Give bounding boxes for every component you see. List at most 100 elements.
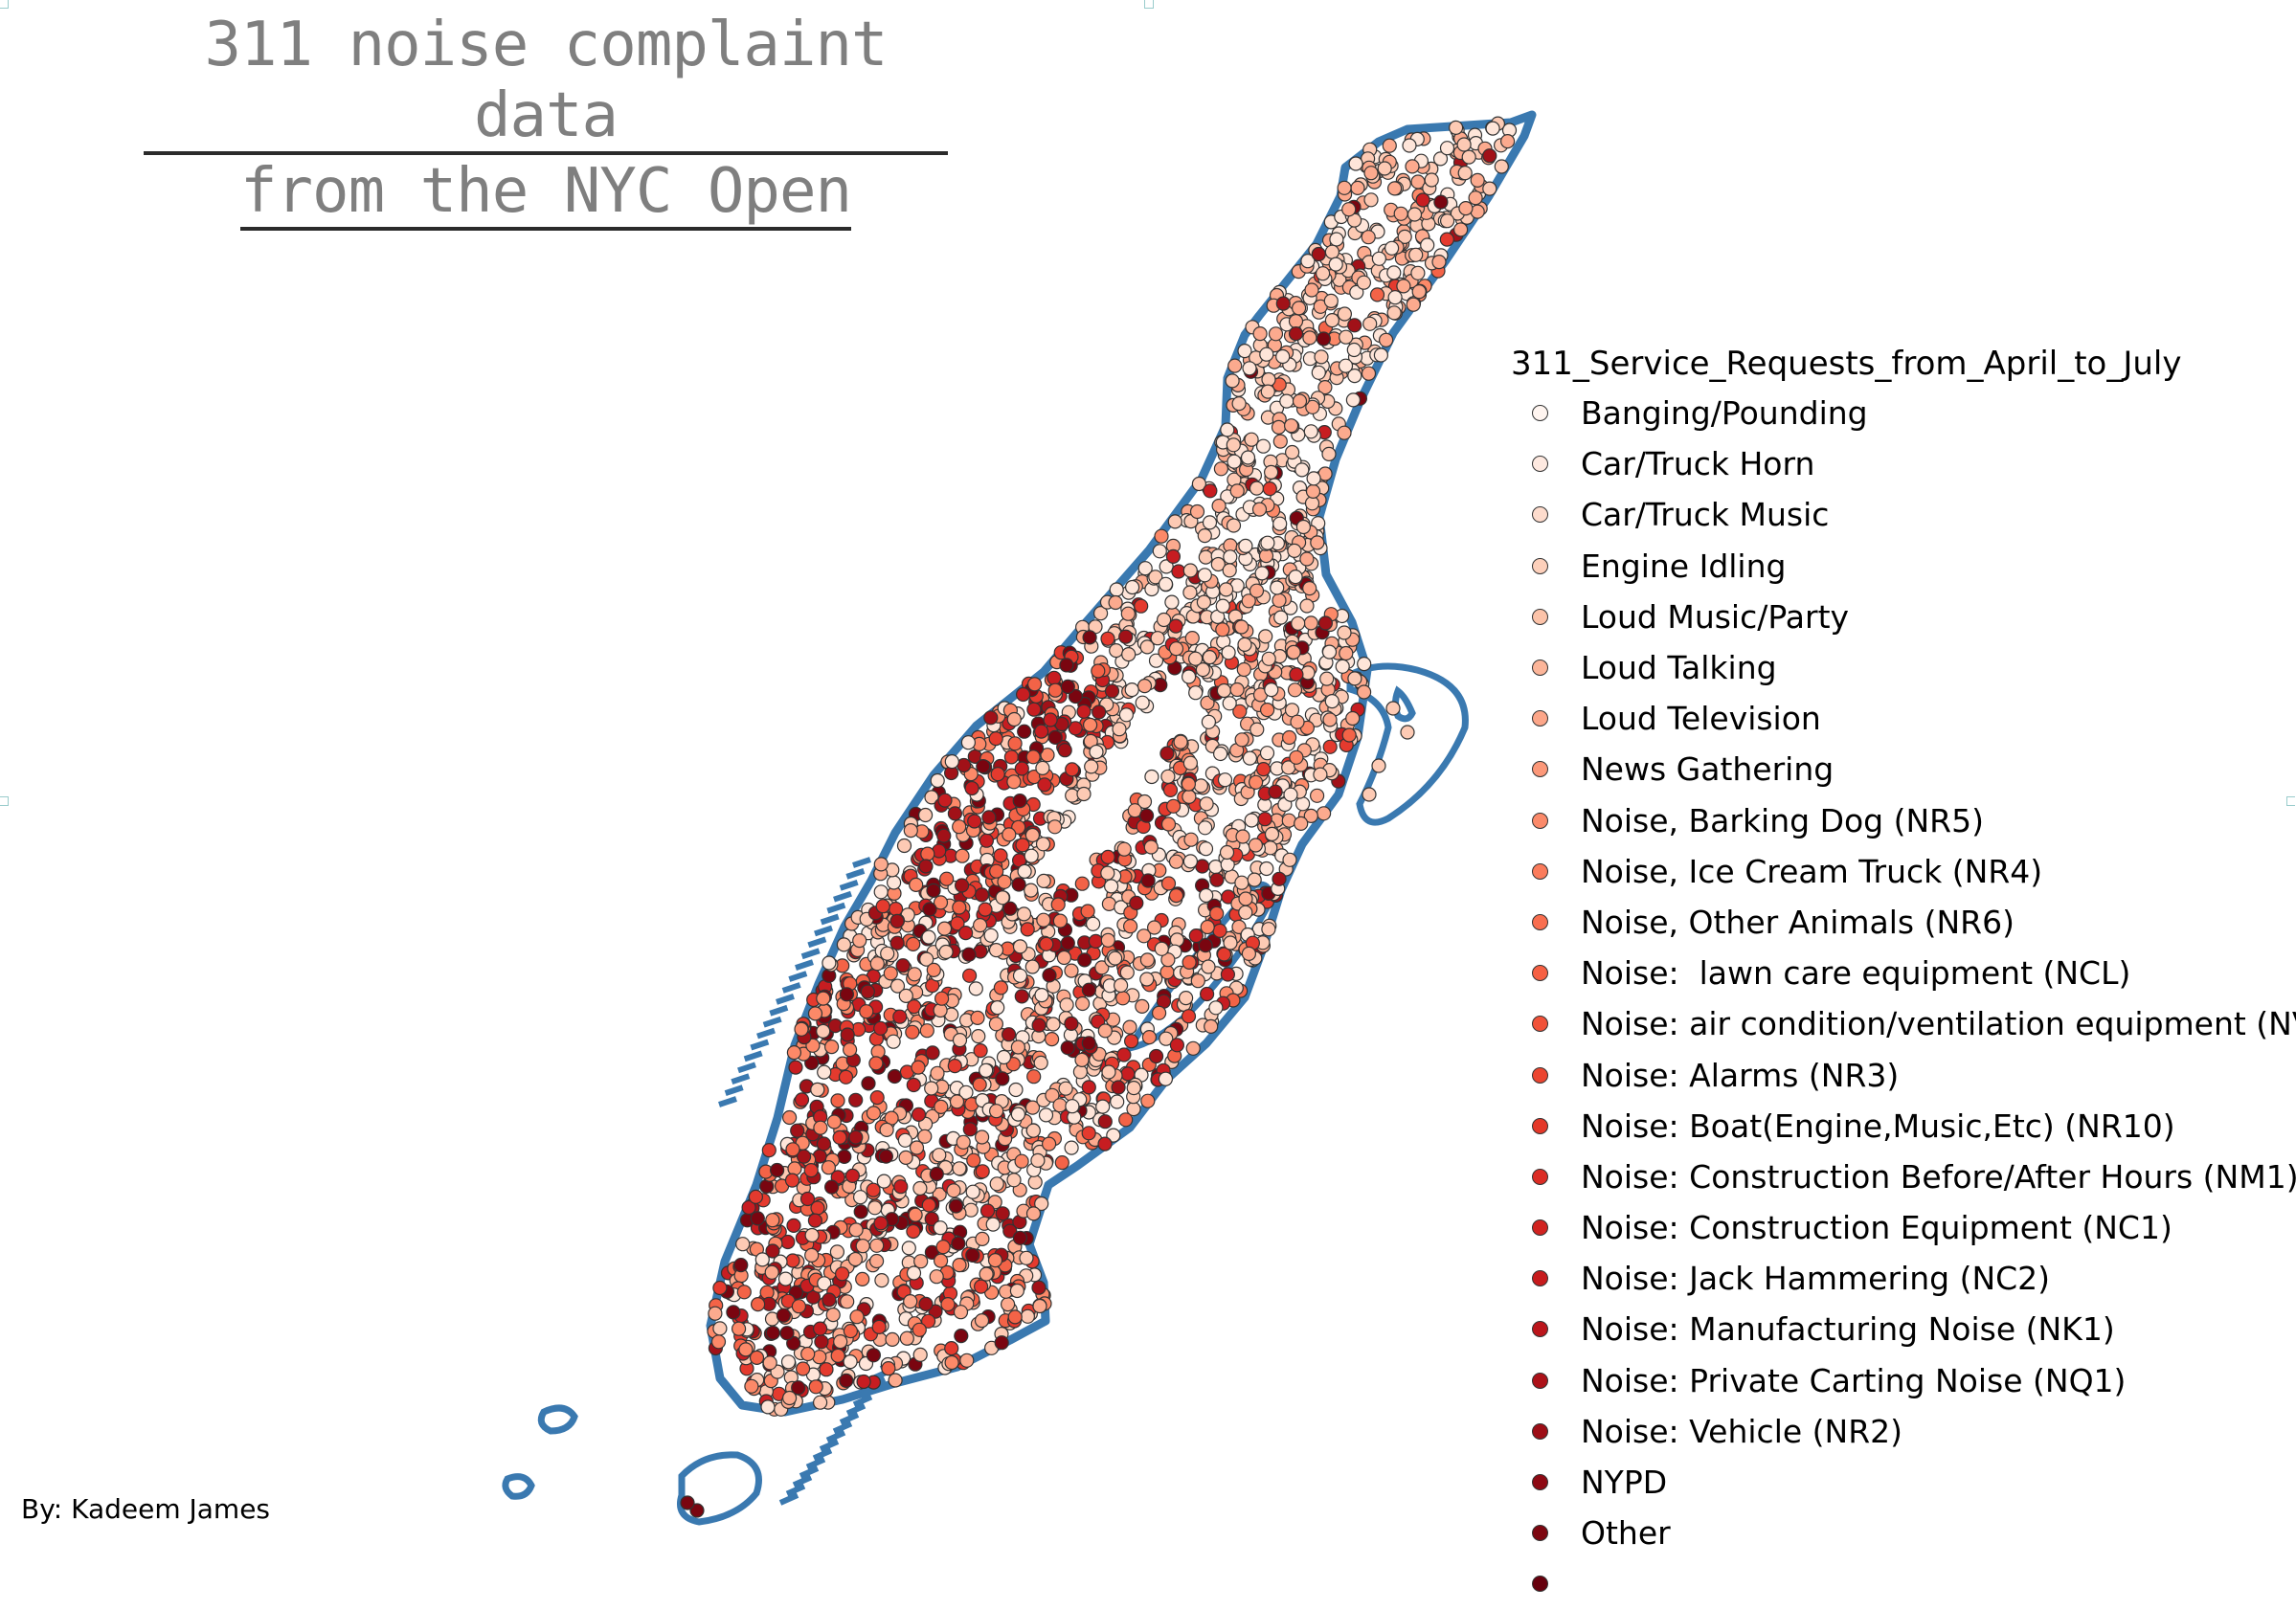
complaint-point	[1014, 1153, 1029, 1169]
complaint-point	[1074, 876, 1090, 891]
complaint-point	[1001, 1027, 1017, 1042]
complaint-point	[918, 1296, 934, 1312]
complaint-point	[1222, 563, 1237, 578]
complaint-point	[1031, 1017, 1047, 1033]
complaint-point	[1470, 172, 1485, 188]
complaint-point	[881, 1360, 896, 1376]
complaint-point	[1400, 725, 1415, 740]
complaint-point	[1064, 1140, 1079, 1155]
complaint-point	[1182, 563, 1198, 578]
complaint-point	[970, 1010, 985, 1026]
complaint-point	[1036, 873, 1051, 889]
complaint-point	[912, 1322, 927, 1337]
complaint-point	[764, 1264, 779, 1280]
complaint-point	[888, 1373, 903, 1388]
complaint-point	[1406, 297, 1421, 312]
legend-item: Noise: lawn care equipment (NCL)	[1511, 948, 2296, 998]
complaint-point	[844, 1168, 861, 1184]
complaint-point	[816, 1023, 831, 1040]
complaint-point	[1074, 995, 1091, 1012]
complaint-point	[1373, 347, 1389, 363]
complaint-point	[1009, 1283, 1025, 1299]
complaint-point	[848, 1129, 864, 1145]
complaint-point	[1482, 148, 1497, 164]
complaint-point	[1015, 686, 1031, 703]
complaint-point	[1056, 950, 1072, 966]
complaint-point	[780, 1234, 796, 1250]
complaint-point	[1081, 982, 1097, 997]
complaint-point	[1254, 566, 1270, 581]
legend-label: Noise: Boat(Engine,Music,Etc) (NR10)	[1581, 1107, 2175, 1145]
complaint-point	[967, 814, 982, 829]
complaint-point	[873, 1216, 889, 1231]
complaint-point	[1035, 760, 1050, 776]
complaint-point	[1288, 569, 1303, 585]
complaint-point	[1101, 1064, 1116, 1080]
complaint-point	[1002, 901, 1018, 916]
complaint-point	[1382, 138, 1397, 153]
complaint-point	[1148, 570, 1163, 585]
complaint-point	[1226, 518, 1242, 533]
complaint-point	[1361, 366, 1377, 381]
complaint-point	[1272, 593, 1287, 608]
complaint-point	[1042, 968, 1057, 983]
complaint-point	[1025, 1123, 1041, 1138]
complaint-point	[808, 1379, 823, 1395]
complaint-point	[1158, 1071, 1174, 1086]
complaint-point	[885, 1331, 900, 1348]
legend-item: Noise, Barking Dog (NR5)	[1511, 795, 2296, 846]
complaint-point	[786, 1218, 801, 1234]
complaint-point	[1012, 1230, 1028, 1245]
complaint-point	[1357, 656, 1372, 672]
complaint-point	[825, 1307, 841, 1323]
complaint-point	[1082, 630, 1097, 645]
complaint-point	[1321, 446, 1337, 461]
legend-item: Noise: Manufacturing Noise (NK1)	[1511, 1304, 2296, 1354]
complaint-point	[1275, 296, 1291, 311]
complaint-point	[1208, 1000, 1224, 1016]
complaint-point	[897, 1132, 913, 1148]
complaint-point	[1081, 1126, 1096, 1141]
legend-item: Noise: Jack Hammering (NC2)	[1511, 1253, 2296, 1304]
complaint-point	[874, 1272, 889, 1288]
complaint-point	[921, 929, 936, 945]
complaint-point	[1160, 952, 1176, 968]
complaint-point	[780, 1354, 797, 1370]
complaint-point	[988, 1017, 1004, 1032]
complaint-point	[1119, 965, 1135, 980]
complaint-point	[1077, 952, 1092, 968]
complaint-point	[1169, 1038, 1185, 1053]
complaint-point	[1235, 829, 1250, 844]
complaint-point	[1032, 1298, 1047, 1314]
complaint-point	[1420, 237, 1435, 253]
complaint-point	[958, 1085, 974, 1100]
complaint-point	[822, 1292, 837, 1308]
complaint-point	[1378, 332, 1394, 347]
complaint-point	[866, 1348, 882, 1363]
complaint-point	[1118, 707, 1135, 723]
complaint-point	[1181, 1009, 1197, 1024]
complaint-point	[952, 819, 967, 835]
complaint-point	[1097, 1023, 1113, 1039]
complaint-point	[988, 942, 1004, 958]
complaint-point	[1322, 739, 1338, 754]
complaint-point	[1118, 629, 1134, 644]
legend-swatch	[1532, 1422, 1548, 1440]
complaint-point	[1097, 1114, 1113, 1129]
complaint-point	[794, 1092, 810, 1107]
complaint-point	[1012, 793, 1027, 809]
complaint-point	[1159, 964, 1175, 980]
legend-label: Noise: Alarms (NR3)	[1581, 1056, 1900, 1094]
complaint-point	[769, 1162, 785, 1178]
complaint-point	[1052, 913, 1069, 928]
legend-item: Noise: Construction Before/After Hours (…	[1511, 1152, 2296, 1202]
legend-items: Banging/Pounding Car/Truck Horn Car/Truck …	[1511, 388, 2296, 1610]
complaint-point	[1020, 922, 1035, 937]
complaint-point	[1059, 658, 1074, 673]
complaint-point	[750, 1211, 765, 1226]
complaint-point	[952, 1032, 968, 1048]
complaint-point	[1010, 1040, 1026, 1055]
complaint-point	[868, 1056, 884, 1071]
complaint-point	[848, 1222, 864, 1238]
